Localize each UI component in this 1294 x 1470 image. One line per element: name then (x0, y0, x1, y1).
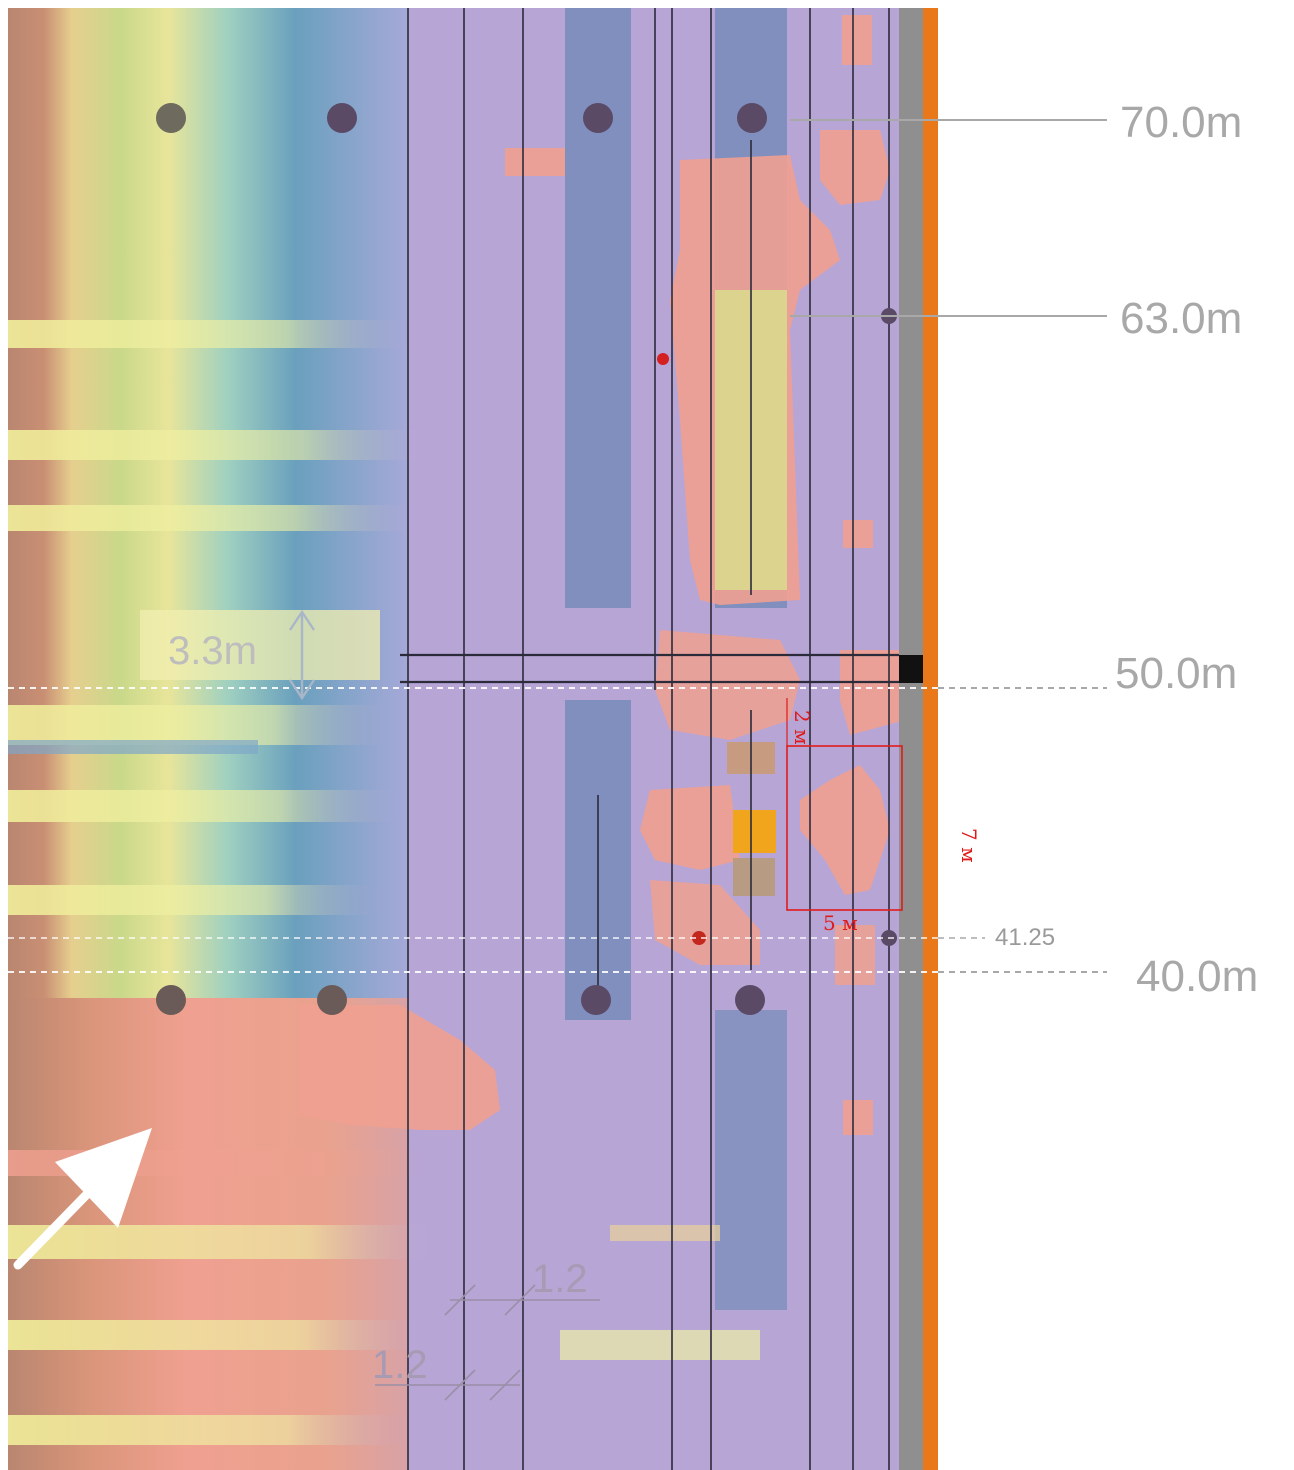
streak (8, 705, 388, 745)
streak (610, 1225, 720, 1241)
hot-spot (733, 810, 776, 853)
level-41-label: 41.25 (995, 924, 1055, 951)
column-markers (156, 103, 897, 1015)
zone-offset-label: 2 м (790, 710, 814, 745)
column-dot (735, 985, 765, 1015)
lower-pink-plume (300, 1005, 500, 1130)
zone-rectangle (786, 745, 903, 911)
column-dot (317, 985, 347, 1015)
wind-direction-arrow-icon (13, 1128, 152, 1270)
streak (8, 430, 428, 460)
velocity-field (8, 8, 923, 1470)
level-lines (8, 119, 1107, 973)
wind-arrow-head (55, 1128, 152, 1228)
small-spot (835, 925, 875, 985)
gap-dimension (289, 609, 315, 701)
gap-arrow-bottom (289, 679, 315, 701)
spacing-dimensions (375, 1284, 600, 1401)
wall-segment (899, 655, 923, 683)
structure-lines (400, 8, 923, 1470)
column-band (565, 8, 631, 608)
small-spot (843, 1100, 873, 1135)
bottom-mid-plume (650, 880, 760, 965)
zone-plume (800, 765, 890, 895)
level-40-label: 40.0m (1136, 952, 1258, 1001)
spacing-lower-tick (489, 1369, 521, 1401)
brown-block (733, 858, 775, 896)
building-wall (899, 8, 923, 1470)
upper-right-patch (820, 130, 890, 205)
right-mid-patch (840, 650, 905, 735)
column-dot (581, 985, 611, 1015)
zone-height-label: 7 м (957, 828, 981, 863)
gap-label: 3.3m (168, 629, 257, 673)
small-spot (843, 520, 873, 548)
level-63-label: 63.0m (1120, 294, 1242, 343)
column-dot (156, 985, 186, 1015)
level-50-label: 50.0m (1115, 649, 1237, 698)
streak (8, 505, 418, 531)
column-dot (156, 103, 186, 133)
streak (8, 1225, 438, 1259)
spacing-upper-label: 1.2 (532, 1257, 588, 1301)
spacing-lower-tick (444, 1369, 476, 1401)
lower-mid-plume (640, 785, 740, 870)
probe-dot-red (692, 931, 706, 945)
column-dot (327, 103, 357, 133)
streak (8, 885, 378, 915)
upper-left-gradient (8, 8, 408, 998)
column-dot (737, 103, 767, 133)
zone-width-label: 5 м (823, 911, 858, 935)
top-right-spot (842, 15, 872, 65)
streak (8, 1415, 408, 1445)
spacing-upper-tick (444, 1284, 476, 1316)
streak (8, 1320, 428, 1350)
zone-outline (786, 698, 903, 911)
column-band (715, 1010, 787, 1310)
level-70-label: 70.0m (1120, 98, 1242, 147)
gap-arrow-top (289, 609, 315, 631)
spacing-lower-label: 1.2 (372, 1343, 428, 1387)
column-dot (583, 103, 613, 133)
streak (560, 1330, 760, 1360)
streak (8, 790, 398, 822)
spacing-upper-tick (504, 1284, 536, 1316)
edge-bar (923, 8, 938, 1470)
mid-plume (655, 630, 800, 740)
upper-left-patch (505, 148, 565, 176)
probe-dot-red (657, 353, 669, 365)
streak (8, 740, 258, 754)
streak (140, 610, 380, 680)
streak (8, 320, 408, 348)
